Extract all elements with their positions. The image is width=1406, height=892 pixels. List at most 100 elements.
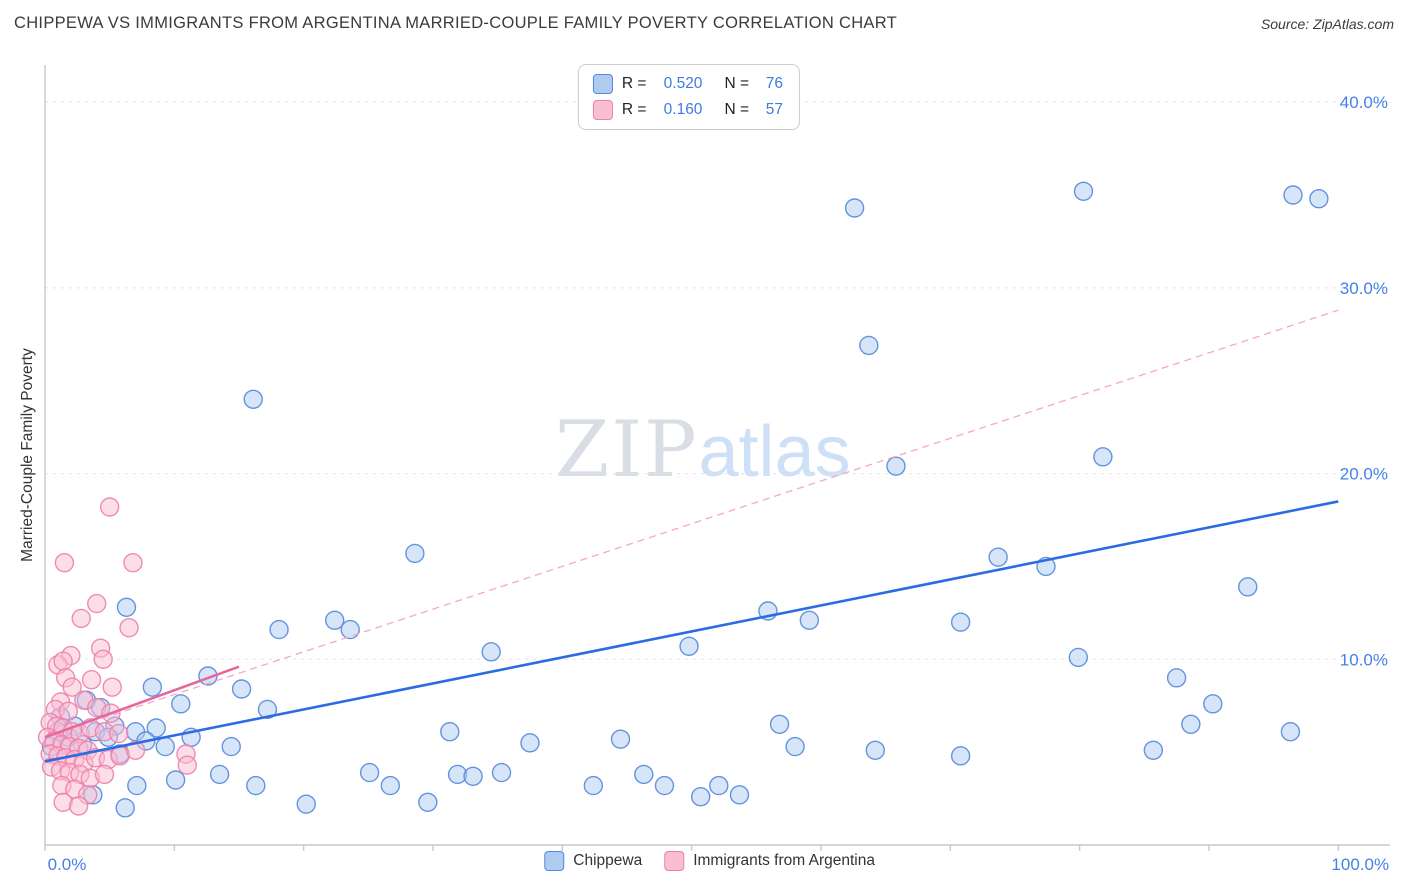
data-point: [231, 679, 252, 699]
data-point: [127, 775, 147, 796]
legend-label-chippewa: Chippewa: [573, 852, 643, 869]
data-point: [799, 610, 820, 630]
n-label: N =: [724, 101, 749, 118]
data-point: [520, 733, 540, 753]
data-point: [81, 670, 102, 690]
watermark: ZIPatlas: [555, 405, 851, 495]
trend-line-dashed: [44, 309, 1339, 738]
data-point: [1238, 577, 1258, 597]
data-point: [886, 456, 906, 476]
data-point: [171, 694, 191, 714]
data-point: [1280, 722, 1301, 742]
y-tick-label: 40.0%: [1340, 93, 1388, 112]
data-point: [634, 764, 654, 785]
watermark-atlas: atlas: [698, 412, 851, 492]
data-point: [769, 714, 790, 734]
y-axis-label: Married-Couple Family Poverty: [19, 348, 36, 562]
r-value-argentina: 0.160: [663, 101, 703, 118]
data-point: [583, 775, 604, 796]
data-point: [94, 764, 115, 785]
data-point: [481, 642, 501, 662]
data-point: [679, 636, 699, 656]
data-point: [654, 775, 675, 796]
page-title: CHIPPEWA VS IMMIGRANTS FROM ARGENTINA MA…: [14, 14, 898, 32]
correlation-legend-box: R = 0.520 N = 76 R = 0.160 N = 57: [577, 64, 800, 130]
data-point: [109, 723, 129, 744]
series-chippewa: [41, 181, 1329, 818]
legend-label-argentina: Immigrants from Argentina: [693, 852, 875, 869]
n-label: N =: [724, 75, 749, 92]
legend-item-chippewa: Chippewa: [544, 851, 642, 871]
data-point: [177, 755, 197, 775]
data-point: [1309, 189, 1329, 209]
data-point: [155, 736, 175, 757]
r-value-chippewa: 0.520: [663, 75, 703, 92]
data-point: [99, 497, 120, 517]
n-value-chippewa: 76: [765, 75, 783, 92]
data-point: [296, 794, 316, 814]
data-point: [54, 553, 75, 573]
data-point: [243, 389, 263, 409]
legend-row-argentina: R = 0.160 N = 57: [592, 100, 783, 120]
chippewa-swatch-icon: [544, 851, 565, 871]
data-point: [142, 677, 163, 697]
data-point: [71, 608, 91, 629]
legend-row-chippewa: R = 0.520 N = 76: [592, 74, 783, 94]
data-point: [68, 796, 89, 816]
chippewa-swatch-icon: [592, 74, 613, 94]
data-point: [1203, 694, 1223, 714]
data-point: [246, 775, 266, 796]
data-point: [257, 699, 278, 720]
data-point: [844, 198, 865, 218]
data-point: [58, 701, 78, 721]
data-point: [491, 762, 512, 783]
series-legend: Chippewa Immigrants from Argentina: [544, 851, 875, 871]
trend-line-solid: [44, 500, 1339, 763]
data-point: [418, 792, 438, 812]
data-point: [340, 619, 360, 640]
data-point: [115, 798, 135, 818]
x-tick-label: 0.0%: [48, 855, 87, 874]
data-point: [380, 775, 401, 796]
data-point: [463, 766, 483, 786]
data-point: [125, 740, 146, 760]
data-point: [950, 746, 971, 766]
data-point: [1093, 447, 1113, 467]
legend-item-argentina: Immigrants from Argentina: [664, 851, 875, 871]
series-argentina: [37, 497, 197, 816]
data-point: [269, 619, 289, 640]
x-tick-label: 100.0%: [1331, 855, 1389, 874]
data-point: [785, 736, 805, 757]
data-point: [1166, 668, 1187, 688]
data-point: [610, 729, 631, 749]
data-point: [53, 651, 73, 671]
data-point: [440, 722, 460, 742]
data-point: [690, 787, 711, 807]
argentina-swatch-icon: [664, 851, 685, 871]
data-point: [1068, 647, 1089, 668]
data-point: [116, 597, 137, 617]
data-point: [221, 736, 241, 757]
source-link[interactable]: Source: ZipAtlas.com: [1260, 16, 1394, 32]
trend-line-solid: [44, 665, 240, 739]
argentina-swatch-icon: [592, 100, 613, 120]
data-point: [1283, 185, 1303, 205]
data-point: [146, 718, 166, 738]
data-point: [729, 785, 750, 805]
y-tick-label: 30.0%: [1340, 279, 1388, 298]
data-point: [165, 770, 186, 790]
data-point: [87, 593, 107, 614]
data-point: [93, 649, 113, 669]
data-point: [865, 740, 885, 760]
data-point: [1181, 714, 1201, 734]
data-point: [123, 553, 143, 573]
data-point: [1073, 181, 1094, 201]
data-point: [359, 762, 380, 783]
data-point: [324, 610, 345, 630]
data-point: [988, 547, 1008, 567]
data-point: [709, 775, 729, 796]
y-tick-label: 10.0%: [1340, 650, 1388, 669]
data-point: [1143, 740, 1164, 760]
r-label: R =: [621, 101, 647, 118]
